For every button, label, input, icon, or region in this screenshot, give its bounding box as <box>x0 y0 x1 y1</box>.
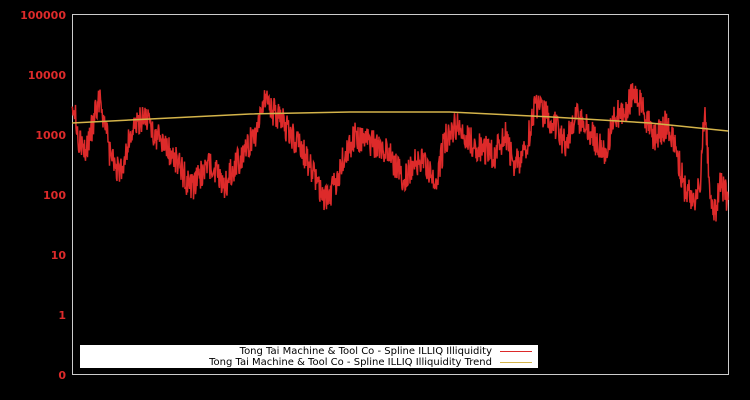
legend-swatch-red <box>500 351 532 352</box>
legend-label: Tong Tai Machine & Tool Co - Spline ILLI… <box>239 346 492 357</box>
y-tick-label: 10 <box>50 249 66 262</box>
legend-item-trend: Tong Tai Machine & Tool Co - Spline ILLI… <box>209 357 538 368</box>
illiquidity-trend-line <box>71 111 729 132</box>
legend-item-illiquidity: Tong Tai Machine & Tool Co - Spline ILLI… <box>240 346 538 357</box>
legend-swatch-gold <box>500 362 532 363</box>
y-tick-label: 100 <box>43 189 66 202</box>
y-tick-label: 1000 <box>35 129 66 142</box>
y-tick-label: 1 <box>58 309 66 322</box>
legend-label: Tong Tai Machine & Tool Co - Spline ILLI… <box>209 357 492 368</box>
illiquidity-line <box>71 83 729 222</box>
legend: Tong Tai Machine & Tool Co - Spline ILLI… <box>80 345 538 368</box>
y-tick-label: 10000 <box>27 69 66 82</box>
y-tick-label: 100000 <box>20 9 66 22</box>
y-tick-label: 0 <box>58 369 66 382</box>
plot-frame <box>72 14 729 375</box>
